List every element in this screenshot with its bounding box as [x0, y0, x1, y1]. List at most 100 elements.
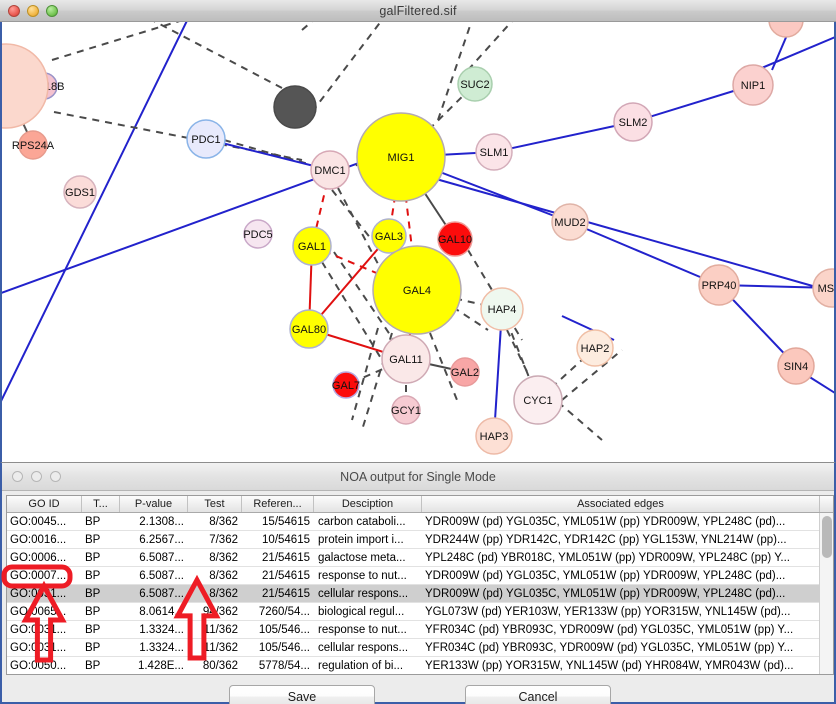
cell-type: BP [85, 533, 101, 546]
node-circle[interactable] [63, 175, 97, 209]
network-node-hub[interactable] [273, 85, 317, 129]
table-row[interactable]: GO:0065... BP 8.0614... 94/362 7260/54... bio… [7, 603, 819, 621]
noa-close-button[interactable] [12, 471, 23, 482]
column-header-ref[interactable]: Referen... [242, 496, 314, 512]
node-circle[interactable] [437, 221, 473, 257]
node-circle[interactable] [310, 150, 350, 190]
node-circle[interactable] [292, 226, 332, 266]
node-circle[interactable] [186, 119, 226, 159]
cell-ref: 10/54615 [262, 533, 310, 546]
network-node-prp40[interactable]: PRP40 [698, 264, 740, 306]
network-node-cyc1[interactable]: CYC1 [513, 375, 563, 425]
node-circle[interactable] [391, 395, 421, 425]
cell-test: 7/362 [209, 533, 238, 546]
column-header-goid[interactable]: GO ID [7, 496, 82, 512]
column-header-edges[interactable]: Associated edges [422, 496, 820, 512]
node-circle[interactable] [289, 309, 329, 349]
network-node-gal11[interactable]: GAL11 [381, 334, 431, 384]
network-node-mud2[interactable]: MUD2 [551, 203, 589, 241]
network-node-topright[interactable] [768, 22, 804, 38]
table-row[interactable]: GO:0006... BP 6.5087... 8/362 21/54615 galact… [7, 549, 819, 567]
network-node-gal10[interactable]: GAL10 [437, 221, 473, 257]
column-header-desc[interactable]: Desciption [314, 496, 422, 512]
table-row[interactable]: GO:0016... BP 6.2567... 7/362 10/54615 protei… [7, 531, 819, 549]
zoom-button[interactable] [46, 4, 58, 17]
table-row[interactable]: GO:0031... BP 1.3324... 11/362 105/546... cel… [7, 639, 819, 657]
close-button[interactable] [8, 4, 20, 17]
table-row[interactable]: GO:0045... BP 2.1308... 8/362 15/54615 carbon… [7, 513, 819, 531]
network-node-sin4[interactable]: SIN4 [777, 347, 815, 385]
network-node-gal4[interactable]: GAL4 [372, 245, 462, 335]
network-node-mig1[interactable]: MIG1 [356, 112, 446, 202]
node-circle[interactable] [475, 133, 513, 171]
network-graph[interactable]: RPL18BRPS24AGDS1PDC1PDC5DMC1SUC2MIG1SLM1… [2, 22, 834, 462]
node-circle[interactable] [356, 112, 446, 202]
save-button[interactable]: Save [229, 685, 375, 704]
network-node-dmc1[interactable]: DMC1 [310, 150, 350, 190]
node-circle[interactable] [613, 102, 653, 142]
network-node-gal80[interactable]: GAL80 [289, 309, 329, 349]
node-circle[interactable] [381, 334, 431, 384]
table-row[interactable]: GO:0031... BP 6.5087... 8/362 21/54615 cellul… [7, 585, 819, 603]
node-circle[interactable] [777, 347, 815, 385]
node-circle[interactable] [371, 218, 407, 254]
node-circle[interactable] [273, 85, 317, 129]
network-node-gds1[interactable]: GDS1 [63, 175, 97, 209]
network-node-hap4[interactable]: HAP4 [480, 287, 524, 331]
network-node-hap3[interactable]: HAP3 [475, 417, 513, 455]
column-header-test[interactable]: Test [188, 496, 242, 512]
network-node-nip1[interactable]: NIP1 [732, 64, 774, 106]
network-node-hap2[interactable]: HAP2 [576, 329, 614, 367]
table-row[interactable]: GO:0007... BP 6.5087... 8/362 21/54615 respon… [7, 567, 819, 585]
network-edge-peripheral [437, 22, 473, 121]
cell-goid: GO:0006... [10, 551, 67, 564]
node-circle[interactable] [18, 130, 48, 160]
network-node-gcy1[interactable]: GCY1 [391, 395, 421, 425]
node-circle[interactable] [332, 371, 360, 399]
cancel-button[interactable]: Cancel [465, 685, 611, 704]
table-vertical-scrollbar[interactable] [819, 513, 833, 674]
network-canvas[interactable]: RPL18BRPS24AGDS1PDC1PDC5DMC1SUC2MIG1SLM1… [0, 22, 836, 462]
network-node-pdc1[interactable]: PDC1 [186, 119, 226, 159]
node-circle[interactable] [450, 357, 480, 387]
column-header-pval[interactable]: P-value [120, 496, 188, 512]
node-circle[interactable] [475, 417, 513, 455]
node-circle[interactable] [243, 219, 273, 249]
node-circle[interactable] [551, 203, 589, 241]
node-label: PDC5 [243, 229, 272, 241]
network-node-msl5[interactable]: MSL5 [812, 268, 834, 308]
node-label: SLM1 [480, 147, 509, 159]
noa-zoom-button[interactable] [50, 471, 61, 482]
node-circle[interactable] [480, 287, 524, 331]
table-row[interactable]: GO:0031... BP 1.3324... 11/362 105/546... res… [7, 621, 819, 639]
network-node-pdc5[interactable]: PDC5 [243, 219, 273, 249]
network-node-gal1[interactable]: GAL1 [292, 226, 332, 266]
node-label: GDS1 [65, 187, 95, 199]
node-circle[interactable] [768, 22, 804, 38]
node-circle[interactable] [812, 268, 834, 308]
node-label: GCY1 [391, 405, 421, 417]
cell-test: 11/362 [203, 623, 238, 636]
table-row[interactable]: GO:0050... BP 1.428E... 80/362 5778/54... reg… [7, 657, 819, 674]
noa-minimize-button[interactable] [31, 471, 42, 482]
cell-ref: 105/546... [258, 623, 310, 636]
column-header-type[interactable]: T... [82, 496, 120, 512]
node-circle[interactable] [576, 329, 614, 367]
node-circle[interactable] [457, 66, 493, 102]
node-circle[interactable] [513, 375, 563, 425]
minimize-button[interactable] [27, 4, 39, 17]
node-circle[interactable] [732, 64, 774, 106]
node-circle[interactable] [698, 264, 740, 306]
network-node-big1[interactable] [2, 43, 49, 129]
table-body[interactable]: GO:0045... BP 2.1308... 8/362 15/54615 carbon… [7, 513, 819, 674]
network-node-gal2[interactable]: GAL2 [450, 357, 480, 387]
network-node-gal7[interactable]: GAL7 [332, 371, 360, 399]
node-circle[interactable] [372, 245, 462, 335]
scrollbar-thumb[interactable] [822, 516, 832, 558]
network-node-suc2[interactable]: SUC2 [457, 66, 493, 102]
network-node-slm2[interactable]: SLM2 [613, 102, 653, 142]
network-node-rps24a[interactable]: RPS24A [12, 130, 55, 160]
node-circle[interactable] [2, 43, 49, 129]
network-node-slm1[interactable]: SLM1 [475, 133, 513, 171]
network-node-gal3[interactable]: GAL3 [371, 218, 407, 254]
